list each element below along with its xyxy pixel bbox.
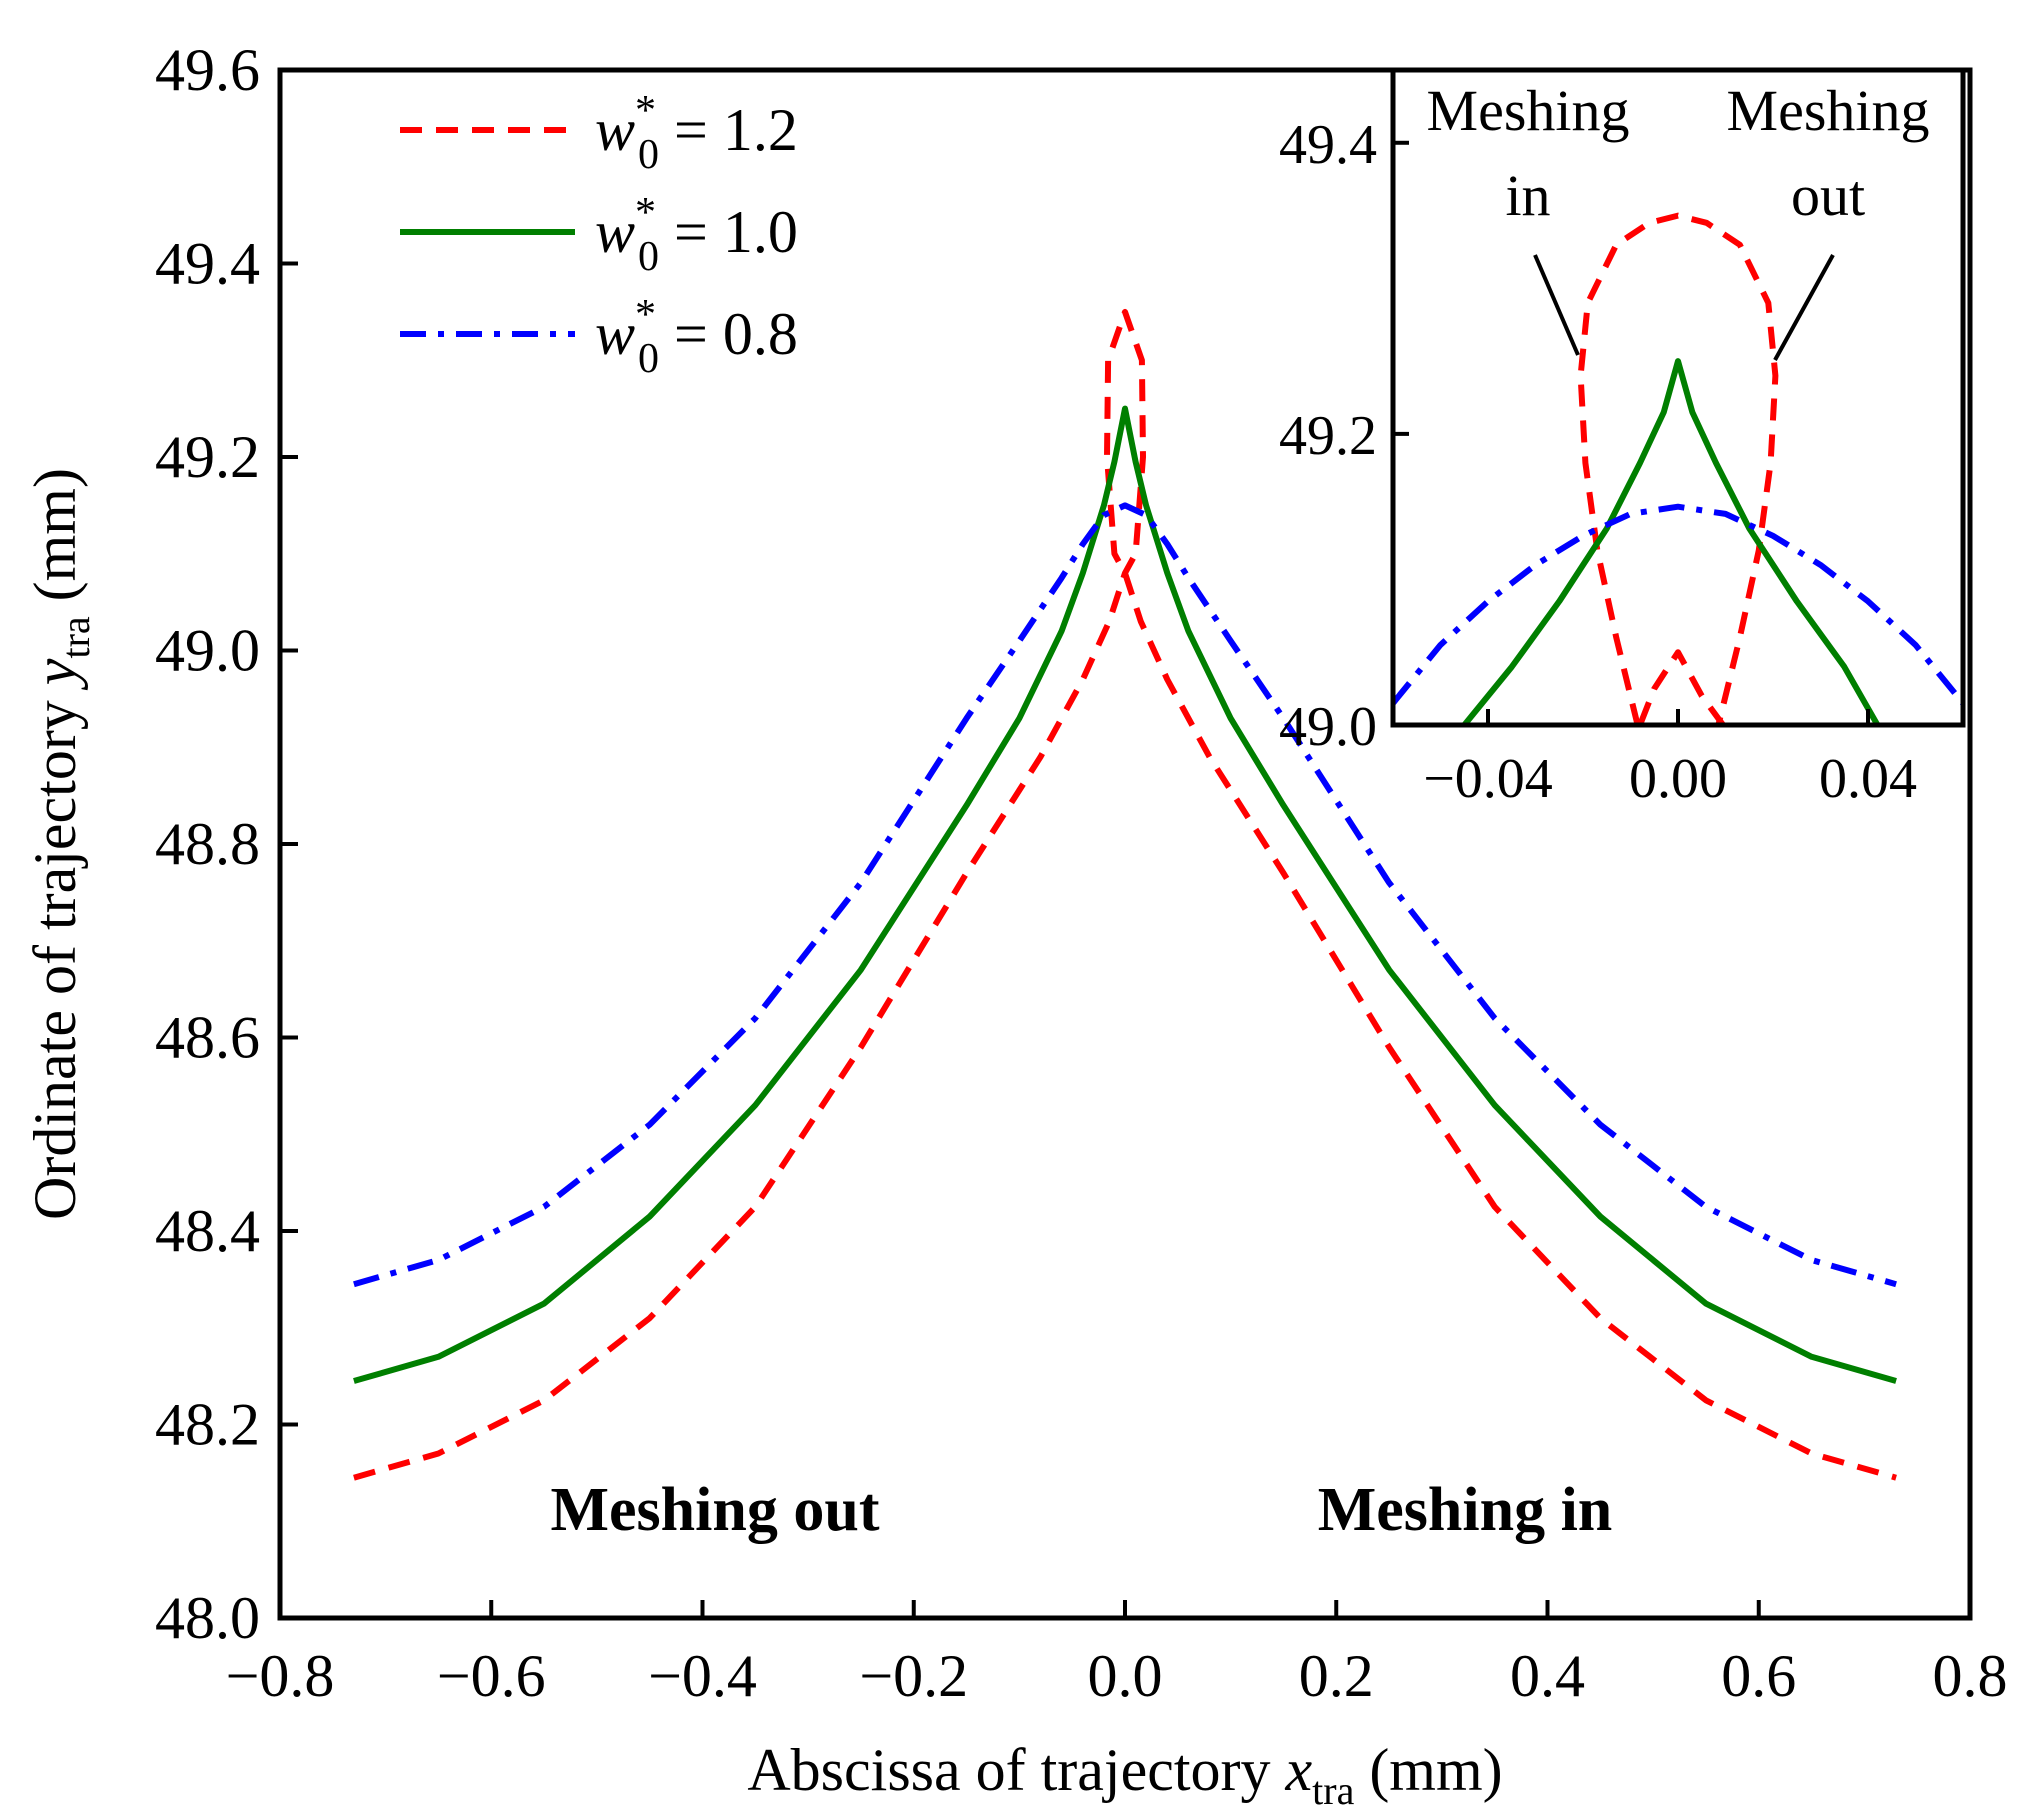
inset-x-tick-label: −0.04 <box>1423 748 1553 810</box>
inset-meshing-out-pointer <box>1773 254 1835 361</box>
inset-series-line-2 <box>1461 358 1881 725</box>
inset-meshing-in-line1: Meshing <box>1427 78 1630 143</box>
legend-value: = 1.2 <box>659 97 798 163</box>
inset-series <box>1393 212 1963 725</box>
meshing-out-label: Meshing out <box>551 1476 880 1544</box>
legend-sup: * <box>635 88 656 134</box>
series-line-3 <box>353 502 1897 1288</box>
legend: w* 0 = 1.2w* 0 = 1.0w* 0 = 0.8 <box>400 88 798 382</box>
legend-var: w <box>595 301 635 367</box>
legend-label-3: w* 0 = 0.8 <box>595 292 798 382</box>
inset-series-line-1-outer <box>1577 212 1779 725</box>
inset-y-tick-label: 49.4 <box>1279 114 1377 176</box>
y-axis-label-var: y <box>22 658 88 691</box>
inset-meshing-in-line2: in <box>1505 163 1550 228</box>
y-tick-label: 49.0 <box>155 618 260 684</box>
y-axis-label-prefix: Ordinate of trajectory <box>22 685 88 1220</box>
inset-ticks: −0.04 0.00 0.04 49.0 49.2 49.4 <box>1279 114 1917 810</box>
legend-sub: 0 <box>638 336 659 382</box>
series-line-1 <box>353 308 1897 1481</box>
x-axis-label: Abscissa of trajectory xtra (mm) <box>747 1737 1502 1813</box>
legend-var: w <box>595 97 635 163</box>
x-tick-label: 0.4 <box>1510 1643 1585 1709</box>
y-axis-label-unit: (mm) <box>22 468 88 616</box>
inset-x-tick-label: 0.04 <box>1819 748 1917 810</box>
series-line-2 <box>353 405 1897 1384</box>
y-tick-label: 48.2 <box>155 1392 260 1458</box>
x-tick-label: −0.6 <box>437 1643 546 1709</box>
main-ticks: −0.8 −0.6 −0.4 −0.2 0.0 0.2 0.4 0.6 0.8 48.0 48.2 4… <box>155 37 2008 1709</box>
x-axis-label-unit: (mm) <box>1354 1737 1502 1803</box>
legend-sup: * <box>635 292 656 338</box>
y-tick-label: 49.4 <box>155 231 260 297</box>
main-series <box>353 308 1897 1481</box>
inset-meshing-out-line1: Meshing <box>1727 78 1930 143</box>
x-tick-label: 0.0 <box>1088 1643 1163 1709</box>
x-axis-label-sub: tra <box>1312 1768 1354 1813</box>
y-tick-label: 48.8 <box>155 811 260 877</box>
y-axis-label: Ordinate of trajectory ytra (mm) <box>22 468 98 1220</box>
y-tick-label: 48.4 <box>155 1198 260 1264</box>
x-tick-label: −0.2 <box>859 1643 968 1709</box>
y-tick-label: 48.6 <box>155 1005 260 1071</box>
x-tick-label: 0.8 <box>1933 1643 2008 1709</box>
inset-series-line-3 <box>1393 503 1963 706</box>
y-tick-label: 49.6 <box>155 37 260 103</box>
x-tick-label: −0.4 <box>648 1643 757 1709</box>
x-tick-label: 0.2 <box>1299 1643 1374 1709</box>
inset-series-group <box>1393 212 1963 725</box>
legend-sup: * <box>635 190 656 236</box>
inset-meshing-out-line2: out <box>1791 163 1865 228</box>
legend-var: w <box>595 199 635 265</box>
inset-x-tick-label: 0.00 <box>1629 748 1727 810</box>
legend-label-2: w* 0 = 1.0 <box>595 190 798 280</box>
y-tick-label: 48.0 <box>155 1585 260 1651</box>
legend-value: = 0.8 <box>659 301 798 367</box>
y-tick-label: 49.2 <box>155 424 260 490</box>
inset-series-line-1 <box>1637 649 1726 725</box>
inset-y-tick-label: 49.0 <box>1279 696 1377 758</box>
inset-y-tick-label: 49.2 <box>1279 405 1377 467</box>
y-axis-label-sub: tra <box>53 616 98 658</box>
inset-background <box>1393 70 1963 725</box>
meshing-in-label: Meshing in <box>1318 1476 1613 1544</box>
x-tick-label: 0.6 <box>1721 1643 1796 1709</box>
legend-value: = 1.0 <box>659 199 798 265</box>
x-tick-label: −0.8 <box>226 1643 335 1709</box>
x-axis-label-prefix: Abscissa of trajectory <box>747 1737 1285 1803</box>
legend-sub: 0 <box>638 234 659 280</box>
inset-meshing-in-pointer <box>1533 254 1580 356</box>
x-axis-label-var: x <box>1285 1737 1313 1803</box>
legend-label-1: w* 0 = 1.2 <box>595 88 798 178</box>
legend-sub: 0 <box>638 132 659 178</box>
